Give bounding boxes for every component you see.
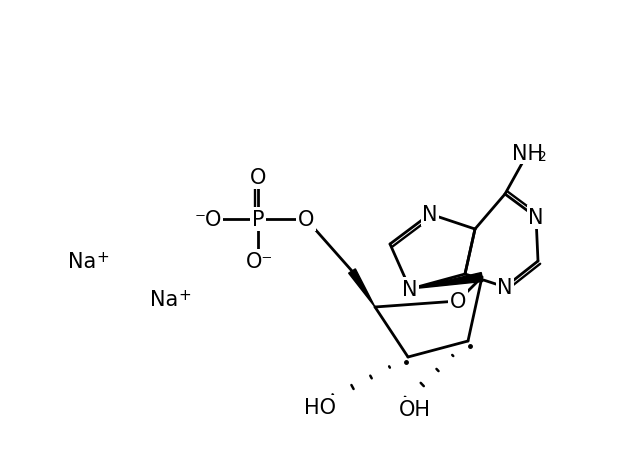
Text: N: N	[497, 277, 513, 297]
Text: N: N	[403, 280, 418, 299]
Text: NH: NH	[513, 144, 543, 164]
Text: O⁻: O⁻	[246, 252, 274, 271]
Text: Na: Na	[68, 252, 96, 271]
Text: O: O	[298, 210, 314, 230]
Polygon shape	[349, 269, 375, 308]
Text: HO: HO	[304, 397, 336, 417]
Text: 2: 2	[538, 150, 547, 164]
Text: N: N	[528, 207, 544, 228]
Polygon shape	[410, 273, 483, 289]
Text: O: O	[450, 291, 466, 311]
Text: OH: OH	[399, 399, 431, 419]
Text: +: +	[96, 250, 109, 265]
Text: N: N	[422, 205, 438, 224]
Text: Na: Na	[150, 289, 179, 309]
Text: P: P	[252, 210, 264, 230]
Text: O: O	[250, 168, 266, 188]
Text: +: +	[178, 288, 191, 303]
Text: ⁻O: ⁻O	[195, 210, 221, 230]
